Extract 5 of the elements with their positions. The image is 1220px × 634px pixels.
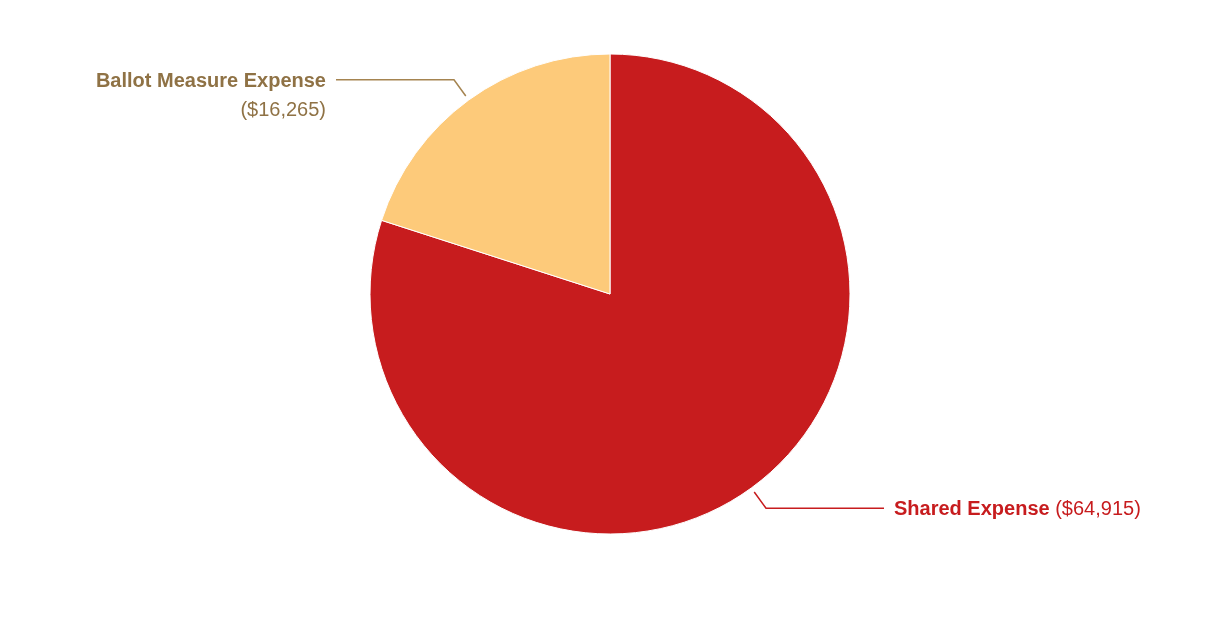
pie-slice: [369, 53, 851, 535]
data-label: ($64,915): [1049, 497, 1141, 520]
slice-label: Shared Expense: [894, 497, 1050, 520]
data-label: ($16,265): [240, 97, 326, 120]
slice-label: Ballot Measure Expense: [95, 68, 326, 91]
